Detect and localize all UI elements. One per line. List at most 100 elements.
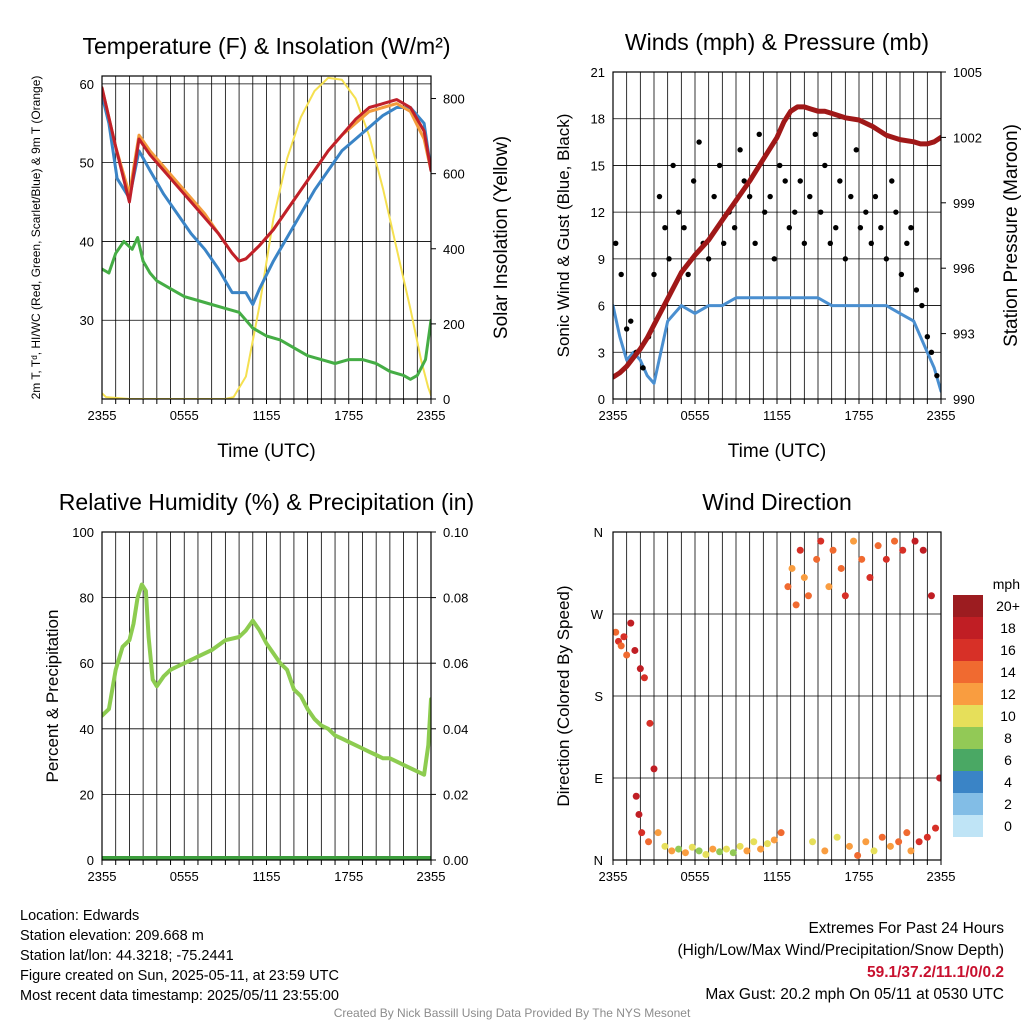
x-tick-label: 0555 [170,408,199,423]
x-tick-label: 2355 [927,408,956,423]
colorbar-swatch [953,749,983,771]
y-tick-label: 30 [80,313,94,328]
y-right-tick-label: 990 [953,392,975,407]
wind-direction-point [903,829,911,837]
wind-direction-point [923,833,931,841]
gust-point [670,162,676,169]
wind-direction-point [681,849,689,857]
wind-direction-point [927,592,935,600]
wind-direction-point [743,847,751,855]
y-tick-label: 21 [591,65,605,80]
y-tick-label: 12 [591,205,605,220]
y-tick-label: 9 [598,252,605,267]
colorbar-swatch [953,771,983,793]
plot-frame [101,531,432,861]
wind-direction-point [858,555,866,563]
y-right-tick-label: 800 [443,92,465,107]
gust-point [837,178,843,184]
dew-point-line [102,236,431,381]
gust-point [913,287,920,293]
wind-direction-point [645,838,653,846]
colorbar-label: 8 [1004,730,1012,746]
x-tick-label: 1755 [334,408,363,423]
wind-direction-point [932,824,940,832]
gust-point [618,271,624,278]
gust-point [716,162,723,169]
gust-point [908,225,914,231]
x-tick-label: 2355 [599,869,628,884]
wind-direction-point [907,847,915,855]
wind-direction-point [613,628,620,636]
recent-data-text: Most recent data timestamp: 2025/05/11 2… [20,988,339,1004]
heat-index-line [102,86,431,263]
colorbar-label: 6 [1004,752,1012,768]
y-tick-label: N [594,853,603,868]
wind-direction-point [695,847,703,855]
y-right-tick-label: 0.10 [443,525,468,540]
gust-point [705,256,712,262]
wind-direction-point [638,829,646,837]
relative-humidity-line [102,582,431,777]
y-tick-label: 40 [80,722,94,737]
data-layer [613,537,941,859]
gust-point [771,256,777,262]
y-tick-label: 100 [72,525,94,540]
wind-direction-point [866,574,874,582]
gust-point [741,178,747,184]
wind-direction-point [878,833,886,841]
wind-direction-point [716,848,724,856]
y-right-axis-label: Solar Insolation (Yellow) [491,136,512,339]
wind-direction-point [796,546,804,554]
x-tick-label: 1155 [763,408,791,423]
sonic-wind-line [613,296,941,393]
wind-direction-point [825,583,833,591]
gust-point [863,209,869,215]
wind-direction-point [617,642,625,650]
wind-direction-point [650,765,658,773]
wind-direction-point [702,851,710,859]
extremes-block: Extremes For Past 24 Hours (High/Low/Max… [678,918,1005,1006]
wind-direction-point [817,537,825,545]
wind-direction-point [688,843,696,851]
gust-point [666,256,672,262]
colorbar-label: 14 [1000,664,1016,680]
gust-point [827,240,833,246]
wind-direction-point [829,546,837,554]
gust-point [767,193,773,200]
extremes-values: 59.1/37.2/11.1/0/0.2 [866,964,1004,981]
wind-direction-point [729,849,737,857]
created-text: Figure created on Sun, 2025-05-11, at 23… [20,968,339,984]
y-right-tick-label: 0 [443,392,450,407]
wind-direction-point [763,840,771,848]
gust-point [853,147,859,153]
colorbar-swatch [953,617,983,639]
gust-point [628,318,634,324]
meteogram-figure: 2355 0555 1155 1755 235530405060020040060080… [29,29,1022,884]
colorbar-label: 12 [1000,686,1016,702]
y-tick-label: 50 [80,156,94,171]
extremes-heading: Extremes For Past 24 Hours [808,920,1004,937]
credit-line: Created By Nick Bassill Using Data Provi… [333,1006,691,1020]
y-tick-label: 0 [598,392,605,407]
wind-direction-point [837,564,845,572]
gust-point [711,193,717,200]
wind-direction-point [899,546,907,554]
wind-direction-point [936,774,941,782]
y-axis-label: 2m T, Tᵈ, HI/WC (Red, Green, Scarlet/Blu… [29,76,43,400]
wind-direction-point [895,838,903,846]
colorbar-label: 10 [1000,708,1016,724]
panel-title: Wind Direction [702,489,852,515]
gust-point [872,193,879,200]
gust-point [904,240,910,246]
y-right-tick-label: 0.00 [443,853,468,868]
gust-point [756,131,762,137]
y-right-tick-label: 999 [953,196,975,211]
gust-point [898,271,905,278]
y-right-tick-label: 0.06 [443,656,468,671]
wind-direction-point [911,537,919,545]
colorbar-swatch [953,727,983,749]
colorbar-unit: mph [993,576,1020,592]
gust-point [801,240,808,246]
x-tick-label: 1755 [845,869,874,884]
